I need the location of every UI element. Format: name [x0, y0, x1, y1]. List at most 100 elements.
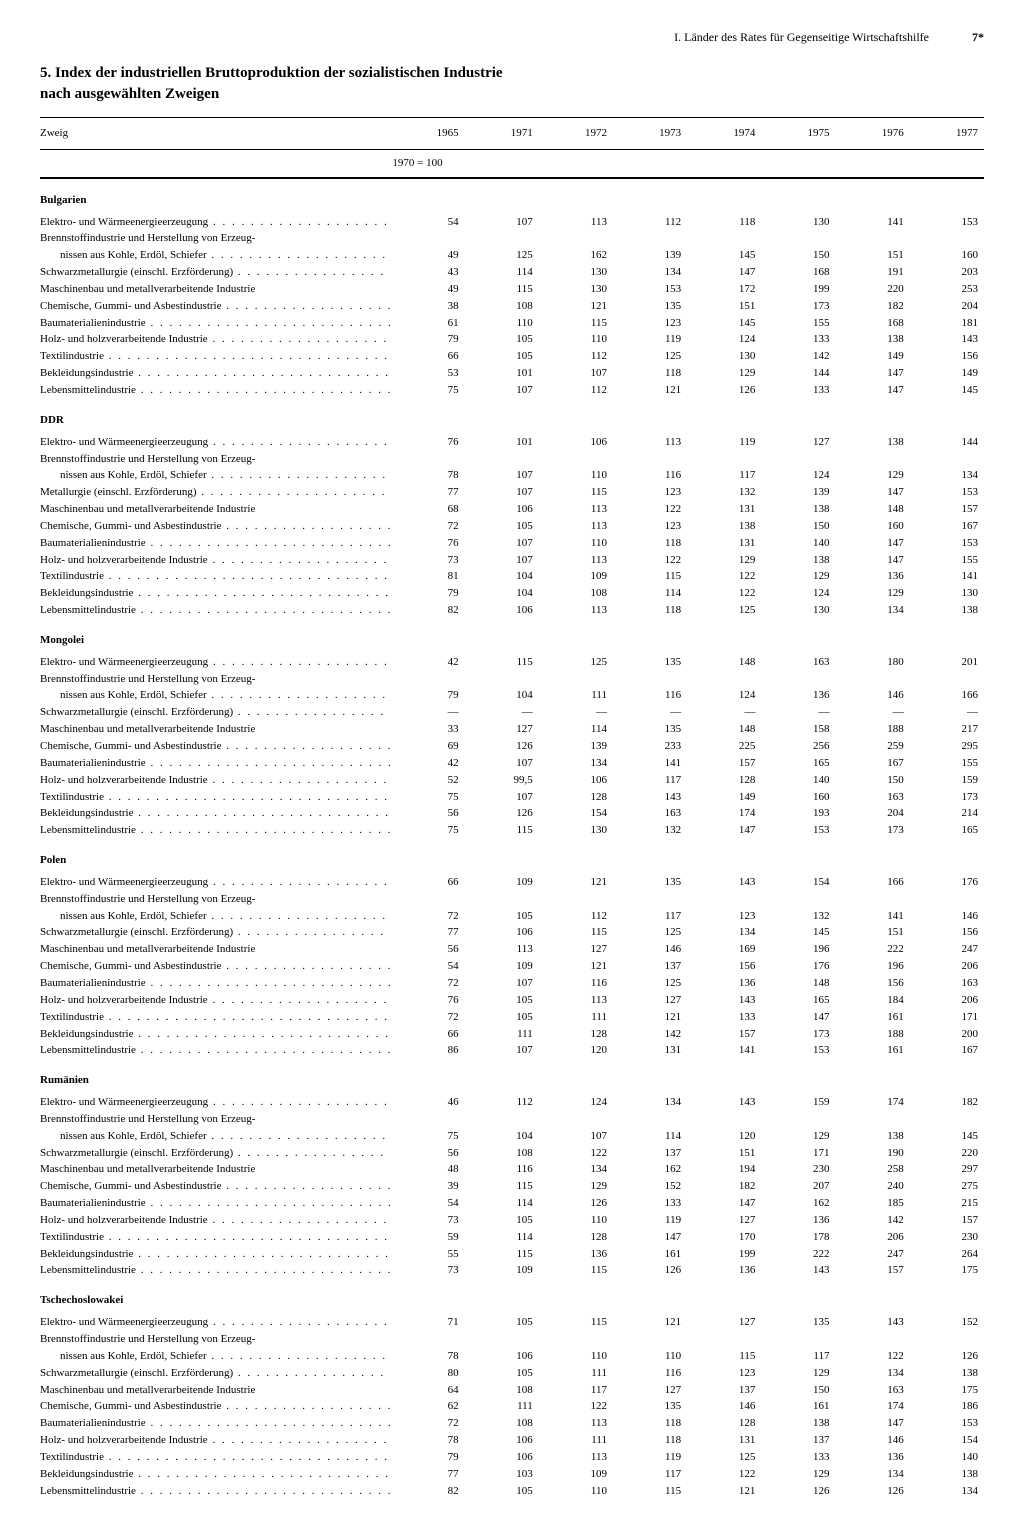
section-header: Polen — [40, 839, 984, 874]
cell: 140 — [761, 772, 835, 789]
cell — [687, 671, 761, 688]
row-label: nissen aus Kohle, Erdöl, Schiefer — [40, 247, 390, 264]
cell: 126 — [613, 1262, 687, 1279]
cell: 71 — [390, 1314, 464, 1331]
cell: 130 — [539, 822, 613, 839]
cell: — — [390, 704, 464, 721]
cell: 127 — [687, 1212, 761, 1229]
cell: 142 — [836, 1212, 910, 1229]
cell: 113 — [465, 941, 539, 958]
cell: 78 — [390, 1432, 464, 1449]
cell — [910, 891, 984, 908]
row-label: Brennstoffindustrie und Herstellung von … — [40, 671, 390, 688]
row-label: nissen aus Kohle, Erdöl, Schiefer — [40, 687, 390, 704]
cell: 207 — [761, 1178, 835, 1195]
table-row: Brennstoffindustrie und Herstellung von … — [40, 891, 984, 908]
cell: 106 — [539, 434, 613, 451]
cell: 134 — [613, 264, 687, 281]
cell: 110 — [539, 331, 613, 348]
cell: 153 — [761, 822, 835, 839]
cell: 114 — [613, 1128, 687, 1145]
cell: 112 — [539, 382, 613, 399]
cell: 157 — [687, 755, 761, 772]
col-year: 1976 — [836, 118, 910, 149]
row-label: Schwarzmetallurgie (einschl. Erzförderun… — [40, 704, 390, 721]
table-row: Chemische, Gummi- und Asbestindustrie691… — [40, 738, 984, 755]
cell: 128 — [539, 1026, 613, 1043]
cell: — — [465, 704, 539, 721]
table-row: Textilindustrie79106113119125133136140 — [40, 1449, 984, 1466]
cell: 156 — [687, 958, 761, 975]
row-label: Holz- und holzverarbeitende Industrie — [40, 992, 390, 1009]
cell: 56 — [390, 805, 464, 822]
baseline-text: 1970 = 100 — [390, 150, 984, 177]
table-row: Brennstoffindustrie und Herstellung von … — [40, 230, 984, 247]
cell: 144 — [761, 365, 835, 382]
cell: 220 — [910, 1145, 984, 1162]
row-label: Holz- und holzverarbeitende Industrie — [40, 772, 390, 789]
cell: 79 — [390, 1449, 464, 1466]
cell: 133 — [761, 382, 835, 399]
cell: 120 — [539, 1042, 613, 1059]
cell: 194 — [687, 1161, 761, 1178]
col-year: 1975 — [761, 118, 835, 149]
row-label: Textilindustrie — [40, 1229, 390, 1246]
cell: 82 — [390, 1483, 464, 1500]
cell: 115 — [613, 568, 687, 585]
cell: 52 — [390, 772, 464, 789]
cell: 53 — [390, 365, 464, 382]
row-label: Elektro- und Wärmeenergieerzeugung — [40, 1094, 390, 1111]
cell: 159 — [910, 772, 984, 789]
cell: 56 — [390, 1145, 464, 1162]
cell: 125 — [687, 1449, 761, 1466]
row-label: Holz- und holzverarbeitende Industrie — [40, 552, 390, 569]
cell: 137 — [613, 1145, 687, 1162]
cell: 111 — [539, 687, 613, 704]
cell — [539, 1331, 613, 1348]
cell: 160 — [910, 247, 984, 264]
row-label: Brennstoffindustrie und Herstellung von … — [40, 891, 390, 908]
cell: 61 — [390, 315, 464, 332]
cell: 182 — [687, 1178, 761, 1195]
cell: 109 — [465, 1262, 539, 1279]
cell: 253 — [910, 281, 984, 298]
cell: 162 — [613, 1161, 687, 1178]
cell: 119 — [687, 434, 761, 451]
cell: 59 — [390, 1229, 464, 1246]
cell: 64 — [390, 1382, 464, 1399]
cell: 66 — [390, 348, 464, 365]
row-label: nissen aus Kohle, Erdöl, Schiefer — [40, 467, 390, 484]
cell: 160 — [761, 789, 835, 806]
cell: 125 — [613, 924, 687, 941]
row-label: Maschinenbau und metallverarbeitende Ind… — [40, 721, 390, 738]
cell: 297 — [910, 1161, 984, 1178]
cell: 176 — [761, 958, 835, 975]
cell: 163 — [613, 805, 687, 822]
cell: 104 — [465, 568, 539, 585]
row-label: Baumaterialienindustrie — [40, 535, 390, 552]
cell: 121 — [613, 382, 687, 399]
table-row: Schwarzmetallurgie (einschl. Erzförderun… — [40, 1145, 984, 1162]
cell: 109 — [539, 568, 613, 585]
cell — [613, 1331, 687, 1348]
cell: 214 — [910, 805, 984, 822]
cell — [761, 1331, 835, 1348]
row-label: Bekleidungsindustrie — [40, 805, 390, 822]
cell: 143 — [910, 331, 984, 348]
row-label: Holz- und holzverarbeitende Industrie — [40, 1432, 390, 1449]
cell: 124 — [761, 467, 835, 484]
cell: 173 — [910, 789, 984, 806]
cell: 113 — [613, 434, 687, 451]
cell — [390, 451, 464, 468]
cell: 115 — [687, 1348, 761, 1365]
cell — [390, 891, 464, 908]
row-label: Textilindustrie — [40, 1449, 390, 1466]
table-row: Maschinenbau und metallverarbeitende Ind… — [40, 281, 984, 298]
cell: 132 — [761, 908, 835, 925]
cell: 114 — [465, 1229, 539, 1246]
cell: 138 — [836, 331, 910, 348]
cell: 66 — [390, 1026, 464, 1043]
cell: 106 — [465, 1348, 539, 1365]
row-label: Schwarzmetallurgie (einschl. Erzförderun… — [40, 1145, 390, 1162]
table-row: Bekleidungsindustrie53101107118129144147… — [40, 365, 984, 382]
